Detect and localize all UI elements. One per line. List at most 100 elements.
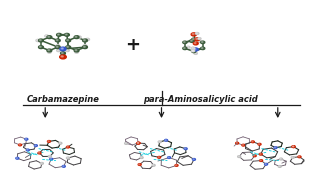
Circle shape — [168, 157, 171, 158]
Circle shape — [199, 38, 200, 39]
Circle shape — [202, 42, 203, 43]
Circle shape — [293, 146, 294, 147]
Circle shape — [57, 33, 61, 36]
Circle shape — [19, 144, 20, 145]
Circle shape — [78, 36, 79, 37]
Circle shape — [137, 142, 140, 144]
Circle shape — [292, 146, 295, 147]
Circle shape — [56, 45, 60, 47]
Circle shape — [202, 48, 203, 49]
Circle shape — [198, 38, 201, 40]
Circle shape — [35, 145, 36, 146]
Circle shape — [47, 51, 51, 53]
Circle shape — [67, 40, 68, 41]
Circle shape — [183, 41, 187, 43]
Circle shape — [259, 153, 262, 155]
Circle shape — [67, 157, 68, 158]
Circle shape — [191, 47, 195, 49]
Circle shape — [193, 48, 198, 51]
Circle shape — [55, 46, 60, 49]
Circle shape — [48, 36, 50, 37]
Circle shape — [39, 46, 41, 47]
Circle shape — [66, 39, 71, 42]
Circle shape — [83, 45, 87, 47]
Circle shape — [139, 164, 140, 165]
Circle shape — [192, 38, 196, 40]
Circle shape — [195, 33, 199, 35]
Circle shape — [40, 163, 43, 164]
Circle shape — [201, 47, 205, 50]
Circle shape — [251, 141, 254, 143]
Circle shape — [60, 55, 66, 59]
Circle shape — [274, 147, 277, 149]
Circle shape — [198, 40, 201, 42]
Circle shape — [193, 51, 194, 52]
Circle shape — [193, 42, 198, 45]
Circle shape — [67, 46, 68, 47]
Circle shape — [190, 40, 194, 42]
Circle shape — [84, 45, 85, 46]
Circle shape — [193, 159, 195, 160]
Circle shape — [275, 147, 276, 148]
Circle shape — [67, 157, 69, 159]
Circle shape — [236, 142, 239, 144]
Circle shape — [141, 157, 142, 158]
Text: para-Aminosalicylic acid: para-Aminosalicylic acid — [143, 94, 258, 104]
Circle shape — [260, 160, 261, 161]
Circle shape — [48, 156, 51, 157]
Circle shape — [196, 38, 197, 40]
Circle shape — [260, 160, 263, 161]
Circle shape — [83, 46, 88, 49]
Circle shape — [291, 157, 294, 158]
Circle shape — [48, 51, 49, 52]
Circle shape — [192, 50, 193, 51]
Circle shape — [193, 159, 194, 160]
Circle shape — [78, 36, 81, 38]
Circle shape — [194, 43, 196, 44]
Circle shape — [258, 143, 261, 145]
Circle shape — [66, 34, 67, 35]
Circle shape — [75, 51, 78, 53]
Circle shape — [298, 156, 301, 158]
Circle shape — [48, 50, 50, 51]
Circle shape — [60, 47, 66, 51]
Circle shape — [196, 33, 197, 34]
Circle shape — [38, 39, 43, 42]
Circle shape — [34, 145, 37, 146]
Circle shape — [47, 36, 52, 39]
Circle shape — [152, 164, 155, 166]
Circle shape — [293, 146, 294, 147]
Circle shape — [140, 157, 143, 158]
Circle shape — [75, 36, 77, 37]
Circle shape — [253, 155, 256, 157]
Circle shape — [279, 158, 282, 160]
Circle shape — [184, 42, 185, 43]
Circle shape — [87, 39, 88, 40]
Circle shape — [38, 46, 43, 49]
Circle shape — [175, 165, 178, 166]
Circle shape — [195, 38, 200, 41]
Circle shape — [201, 41, 205, 43]
Circle shape — [185, 148, 186, 149]
Circle shape — [57, 45, 58, 46]
Circle shape — [61, 52, 65, 55]
Circle shape — [50, 158, 53, 160]
Circle shape — [37, 40, 38, 41]
Circle shape — [83, 39, 88, 42]
Circle shape — [18, 144, 22, 146]
Circle shape — [36, 39, 40, 42]
Circle shape — [47, 141, 50, 142]
Circle shape — [86, 38, 89, 41]
Circle shape — [254, 155, 255, 156]
Circle shape — [125, 143, 128, 144]
Circle shape — [27, 149, 28, 150]
Circle shape — [158, 141, 161, 143]
Circle shape — [63, 166, 64, 167]
Circle shape — [183, 47, 187, 50]
Circle shape — [242, 144, 245, 146]
Circle shape — [192, 50, 196, 53]
Circle shape — [55, 39, 60, 42]
Circle shape — [191, 50, 195, 52]
Circle shape — [38, 152, 41, 154]
Circle shape — [194, 52, 197, 54]
